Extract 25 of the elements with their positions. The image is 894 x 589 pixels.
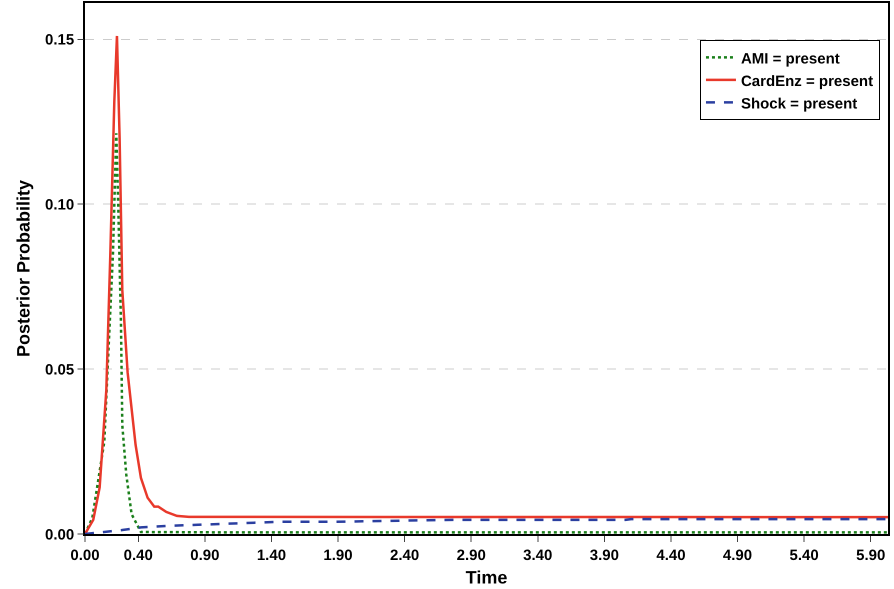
x-tick-label: 1.40	[256, 546, 286, 564]
x-tick-label: 5.90	[856, 546, 886, 564]
y-tick-label: 0.00	[45, 526, 74, 544]
line-series	[85, 132, 888, 534]
x-tick-label: 3.90	[590, 546, 619, 564]
x-tick-label: 1.90	[323, 546, 353, 564]
x-tick-label: 0.90	[190, 546, 220, 564]
x-tick-label: 3.40	[523, 546, 552, 564]
legend-label: Shock = present	[740, 95, 858, 112]
y-tick-label: 0.10	[45, 196, 74, 214]
x-tick-label: 2.90	[456, 546, 486, 564]
y-tick-label: 0.15	[45, 32, 74, 49]
x-tick-label: 0.40	[124, 546, 153, 564]
x-tick-label: 0.00	[70, 546, 100, 564]
line-series	[85, 34, 888, 534]
y-tick-label: 0.05	[45, 361, 74, 378]
x-axis-title: Time	[466, 567, 508, 588]
x-tick-label: 2.40	[390, 546, 420, 564]
x-tick-label: 5.40	[790, 546, 819, 564]
legend-label: AMI = present	[740, 50, 840, 68]
y-axis-title: Posterior Probability	[14, 180, 34, 358]
legend-label: CardEnz = present	[740, 72, 874, 90]
line-series	[85, 518, 888, 534]
x-tick-label: 4.40	[656, 546, 686, 564]
x-tick-label: 4.90	[722, 546, 752, 564]
